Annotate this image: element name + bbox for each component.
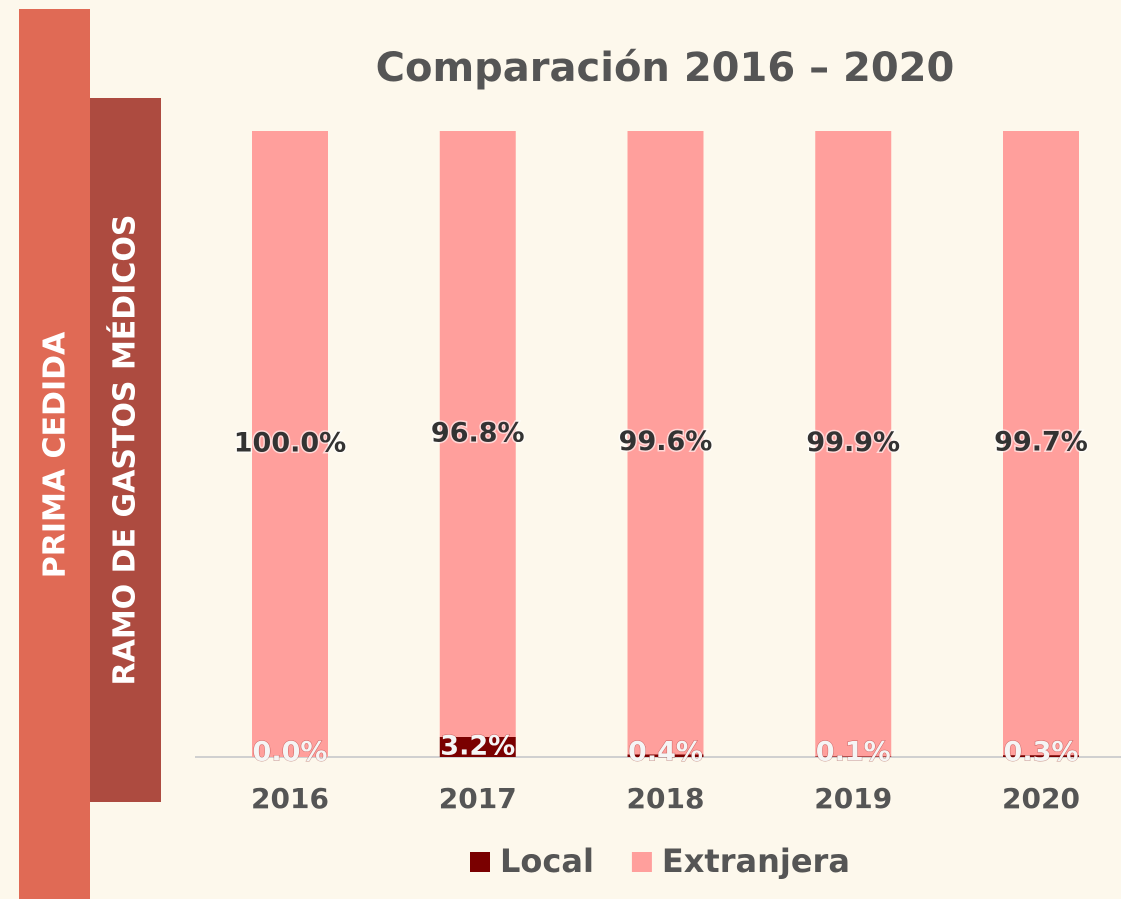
legend-label: Local bbox=[500, 842, 594, 880]
background bbox=[0, 0, 1121, 899]
x-tick-label: 2018 bbox=[627, 782, 705, 815]
x-tick-label: 2017 bbox=[439, 782, 517, 815]
side-subtitle: RAMO DE GASTOS MÉDICOS bbox=[107, 215, 143, 686]
legend-label: Extranjera bbox=[662, 842, 850, 880]
legend-swatch bbox=[470, 852, 490, 872]
side-title: PRIMA CEDIDA bbox=[38, 331, 73, 578]
data-label: 3.2% bbox=[440, 730, 515, 761]
data-label: 100.0% bbox=[234, 428, 346, 459]
chart-title: Comparación 2016 – 2020 bbox=[376, 45, 955, 91]
data-label: 0.0% bbox=[253, 737, 328, 768]
data-label: 0.1% bbox=[816, 737, 891, 768]
data-label: 0.3% bbox=[1004, 737, 1079, 768]
x-tick-label: 2019 bbox=[814, 782, 892, 815]
x-tick-label: 2020 bbox=[1002, 782, 1080, 815]
data-label: 99.9% bbox=[806, 427, 900, 458]
data-label: 99.6% bbox=[619, 426, 713, 457]
data-label: 99.7% bbox=[994, 427, 1088, 458]
data-label: 96.8% bbox=[431, 417, 525, 448]
x-tick-label: 2016 bbox=[251, 782, 329, 815]
data-label: 0.4% bbox=[628, 737, 703, 768]
legend-swatch bbox=[632, 852, 652, 872]
slide: PRIMA CEDIDA RAMO DE GASTOS MÉDICOS Comp… bbox=[0, 0, 1121, 899]
